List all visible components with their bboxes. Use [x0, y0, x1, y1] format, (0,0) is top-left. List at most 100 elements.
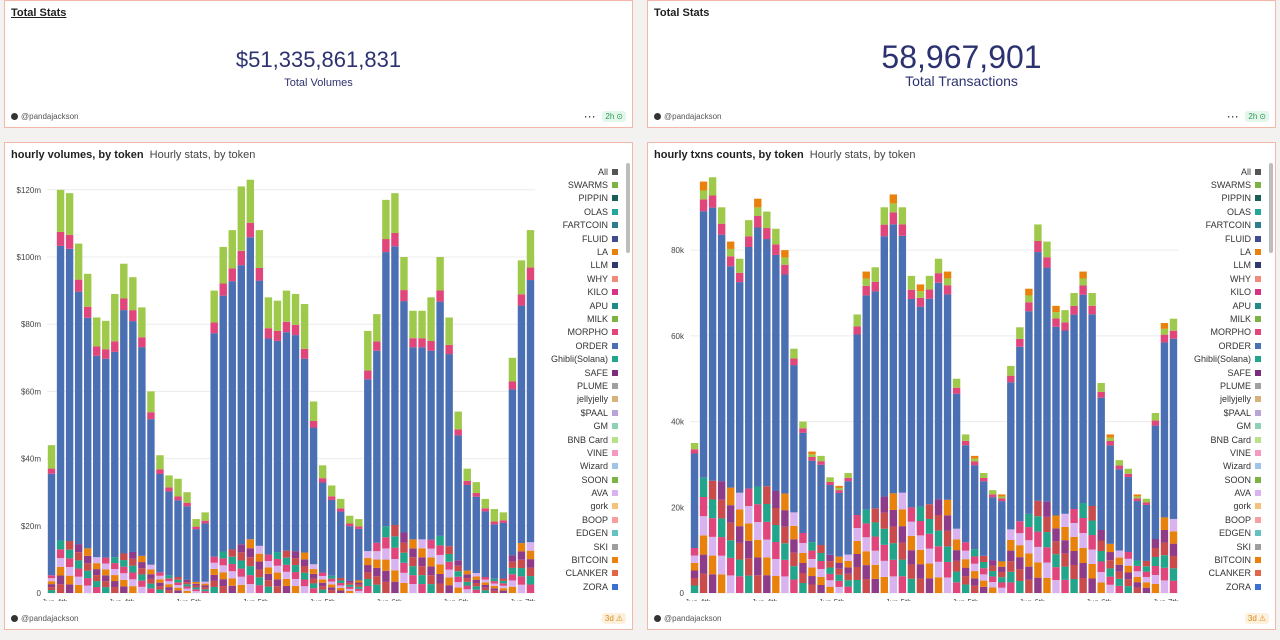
legend-item[interactable]: Wizard — [1175, 460, 1261, 473]
legend-swatch — [1255, 195, 1261, 202]
legend-item[interactable]: PLUME — [1175, 379, 1261, 392]
legend-item[interactable]: jellyjelly — [532, 393, 618, 406]
bar-stack — [961, 434, 970, 593]
legend-item[interactable]: FLUID — [532, 232, 618, 245]
legend-item[interactable]: SOON — [532, 473, 618, 486]
refresh-badge[interactable]: 2h ⊙ — [602, 111, 626, 122]
legend-item[interactable]: PIPPIN — [532, 192, 618, 205]
legend-item[interactable]: ORDER — [1175, 339, 1261, 352]
legend[interactable]: All SWARMS PIPPIN OLAS FARTCOIN FLUID LA LLM WHY… — [1175, 165, 1261, 594]
legend-item[interactable]: CLANKER — [1175, 567, 1261, 580]
legend-item[interactable]: $PAAL — [1175, 406, 1261, 419]
legend-item[interactable]: VINE — [532, 446, 618, 459]
bar-segment-other — [943, 546, 952, 562]
legend-item[interactable]: AVA — [532, 486, 618, 499]
legend-item[interactable]: ORDER — [532, 339, 618, 352]
bar-segment-other — [1142, 576, 1151, 583]
txns-chart[interactable]: 0 20k 40k 60k 80k Jun 4th Jun 4th Jun 5th Jun 5t… — [648, 165, 1188, 601]
author-link[interactable]: @pandajackson — [11, 112, 79, 121]
chart-title[interactable]: hourly volumes, by token — [11, 149, 144, 161]
legend-item[interactable]: BNB Card — [1175, 433, 1261, 446]
legend-item[interactable]: SKI — [1175, 540, 1261, 553]
legend-item[interactable]: VINE — [1175, 446, 1261, 459]
legend-item[interactable]: EDGEN — [532, 527, 618, 540]
bar-segment-other — [210, 568, 218, 575]
legend-item[interactable]: OLAS — [532, 205, 618, 218]
bar-segment-other — [201, 587, 209, 590]
legend-item[interactable]: FARTCOIN — [532, 219, 618, 232]
legend-item[interactable]: SAFE — [1175, 366, 1261, 379]
legend-item[interactable]: MORPHO — [1175, 326, 1261, 339]
legend-item[interactable]: BOOP — [532, 513, 618, 526]
bar-segment-milk — [916, 291, 925, 298]
legend-item[interactable]: LA — [1175, 245, 1261, 258]
legend-item[interactable]: LA — [532, 245, 618, 258]
legend-item[interactable]: PLUME — [532, 379, 618, 392]
legend-item[interactable]: BITCOIN — [1175, 553, 1261, 566]
legend-scrollbar[interactable] — [1269, 163, 1273, 253]
legend-item[interactable]: MILK — [1175, 312, 1261, 325]
bar-segment-order — [147, 419, 155, 565]
legend-item[interactable]: MORPHO — [532, 326, 618, 339]
stale-badge[interactable]: 3d ⚠ — [601, 613, 626, 624]
volumes-chart[interactable]: 0 $20m $40m $60m $80m $100m $120m Jun 4th Jun 4t… — [5, 165, 545, 601]
legend-item[interactable]: EDGEN — [1175, 527, 1261, 540]
legend-item[interactable]: gork — [532, 500, 618, 513]
legend-item[interactable]: FARTCOIN — [1175, 219, 1261, 232]
legend-item[interactable]: ZORA — [532, 580, 618, 593]
legend-item[interactable]: BOOP — [1175, 513, 1261, 526]
legend-item[interactable]: OLAS — [1175, 205, 1261, 218]
legend-item[interactable]: PIPPIN — [1175, 192, 1261, 205]
more-options-button[interactable]: ··· — [1227, 111, 1240, 122]
legend-item[interactable]: gork — [1175, 500, 1261, 513]
legend-item[interactable]: WHY — [532, 272, 618, 285]
legend-item[interactable]: WHY — [1175, 272, 1261, 285]
legend-item[interactable]: Ghibli(Solana) — [1175, 352, 1261, 365]
legend-item[interactable]: SKI — [532, 540, 618, 553]
legend-item[interactable]: AVA — [1175, 486, 1261, 499]
legend-item[interactable]: FLUID — [1175, 232, 1261, 245]
legend-item[interactable]: APU — [1175, 299, 1261, 312]
bar-segment-swarms — [1142, 498, 1151, 503]
legend-item[interactable]: LLM — [1175, 259, 1261, 272]
legend-item[interactable]: CLANKER — [532, 567, 618, 580]
legend-item[interactable]: APU — [532, 299, 618, 312]
bar-segment-other — [745, 558, 753, 576]
legend-item[interactable]: jellyjelly — [1175, 393, 1261, 406]
refresh-badge[interactable]: 2h ⊙ — [1245, 111, 1269, 122]
bar-segment-other — [989, 576, 997, 583]
legend-item[interactable]: $PAAL — [532, 406, 618, 419]
author-link[interactable]: @pandajackson — [654, 614, 722, 623]
legend-item[interactable]: BNB Card — [532, 433, 618, 446]
bar-segment-other — [1061, 566, 1069, 580]
legend[interactable]: All SWARMS PIPPIN OLAS FARTCOIN FLUID LA LLM WHY… — [532, 165, 618, 594]
panel-title[interactable]: Total Stats — [11, 7, 67, 19]
stale-badge[interactable]: 3d ⚠ — [1244, 613, 1269, 624]
legend-label: All — [597, 166, 608, 177]
legend-item[interactable]: ZORA — [1175, 580, 1261, 593]
legend-item[interactable]: SWARMS — [1175, 178, 1261, 191]
panel-title[interactable]: Total Stats — [654, 7, 710, 19]
bar-segment-other — [745, 540, 753, 559]
chart-title[interactable]: hourly txns counts, by token — [654, 149, 804, 161]
legend-item[interactable]: Ghibli(Solana) — [532, 352, 618, 365]
legend-item[interactable]: Wizard — [532, 460, 618, 473]
legend-item[interactable]: All — [532, 165, 618, 178]
legend-item[interactable]: KILO — [532, 286, 618, 299]
bar-segment-other — [916, 578, 925, 593]
author-link[interactable]: @pandajackson — [654, 112, 722, 121]
legend-item[interactable]: KILO — [1175, 286, 1261, 299]
legend-scrollbar[interactable] — [626, 163, 630, 253]
more-options-button[interactable]: ··· — [584, 111, 597, 122]
legend-item[interactable]: All — [1175, 165, 1261, 178]
legend-item[interactable]: MILK — [532, 312, 618, 325]
legend-item[interactable]: SAFE — [532, 366, 618, 379]
legend-item[interactable]: GM — [1175, 419, 1261, 432]
legend-item[interactable]: LLM — [532, 259, 618, 272]
legend-item[interactable]: SWARMS — [532, 178, 618, 191]
legend-item[interactable]: BITCOIN — [532, 553, 618, 566]
legend-item[interactable]: SOON — [1175, 473, 1261, 486]
bar-segment-order — [763, 239, 771, 487]
author-link[interactable]: @pandajackson — [11, 614, 79, 623]
legend-item[interactable]: GM — [532, 419, 618, 432]
